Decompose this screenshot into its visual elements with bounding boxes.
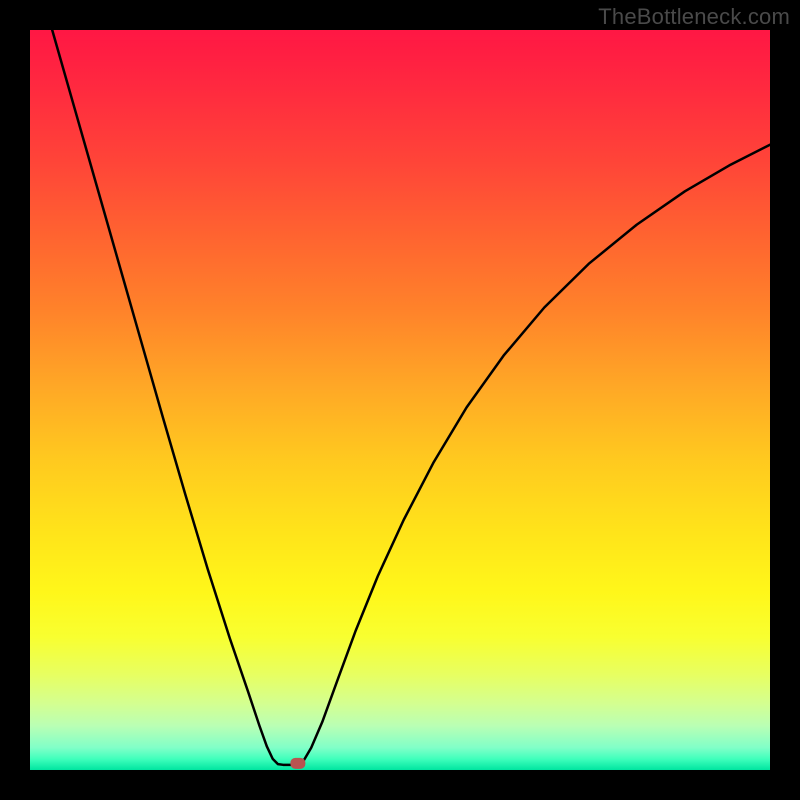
chart-container: TheBottleneck.com [0, 0, 800, 800]
minimum-marker [290, 758, 305, 769]
watermark-text: TheBottleneck.com [598, 4, 790, 30]
chart-svg [0, 0, 800, 800]
plot-background [30, 30, 770, 770]
